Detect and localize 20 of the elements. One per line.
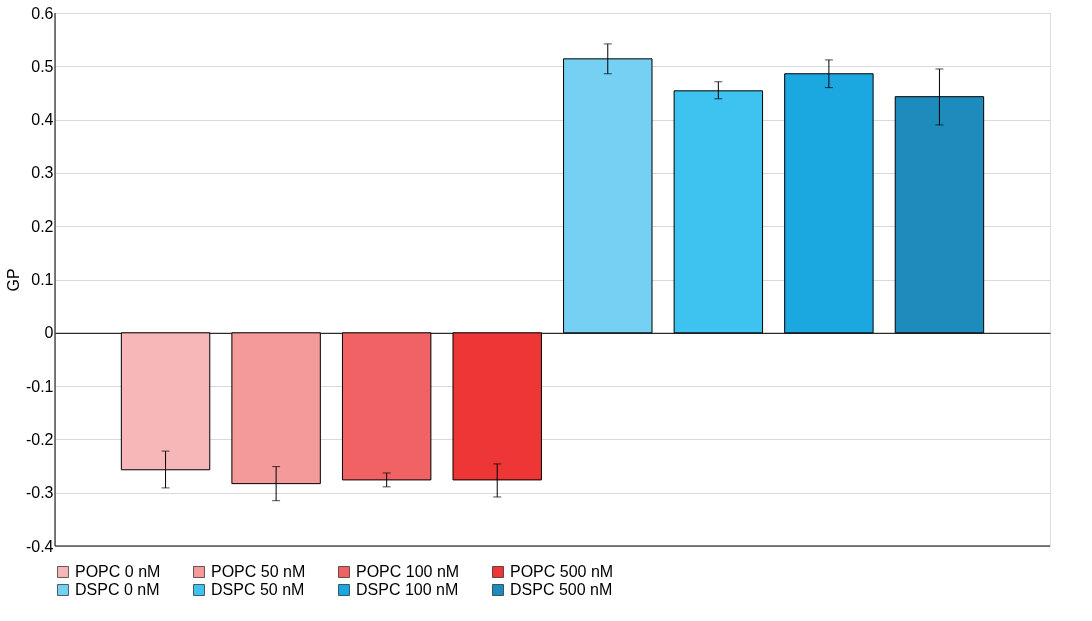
legend-label: DSPC 0 nM — [75, 581, 160, 598]
y-tick-label: -0.3 — [25, 484, 54, 502]
y-tick-label: 0.4 — [31, 111, 54, 129]
legend-label: POPC 500 nM — [510, 563, 614, 580]
y-tick-label: 0.6 — [31, 4, 54, 22]
legend-label: DSPC 100 nM — [356, 581, 459, 598]
y-tick-label: 0.2 — [31, 217, 54, 235]
y-tick-label: 0 — [44, 324, 54, 342]
y-tick-label: -0.2 — [25, 430, 54, 448]
y-axis-title: GP — [4, 268, 22, 292]
y-tick-label: 0.3 — [31, 164, 54, 182]
y-tick-label: 0.1 — [31, 271, 54, 288]
legend-label: DSPC 50 nM — [211, 581, 305, 598]
legend-label: POPC 100 nM — [356, 563, 460, 580]
legend-label: DSPC 500 nM — [510, 581, 613, 598]
legend-label: POPC 50 nM — [211, 563, 306, 580]
y-tick-label: 0.5 — [31, 57, 54, 75]
legend-label: POPC 0 nM — [75, 563, 161, 580]
y-tick-label: -0.1 — [25, 377, 54, 395]
y-tick-label: -0.4 — [25, 537, 54, 555]
